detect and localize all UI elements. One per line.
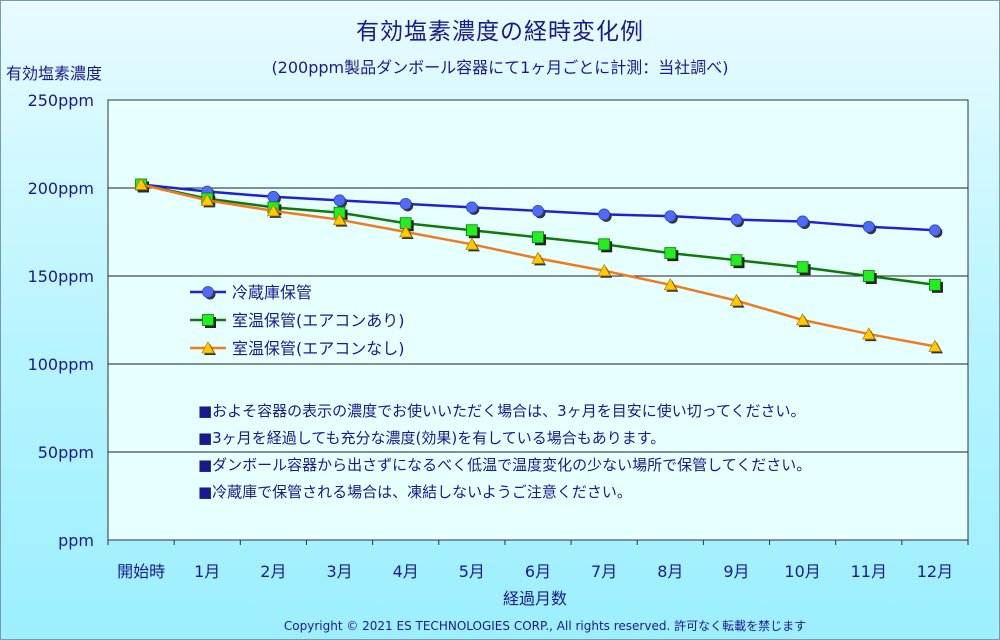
data-point-1	[862, 270, 875, 282]
data-point-0	[465, 201, 478, 214]
data-point-2	[597, 263, 611, 277]
chart-title: 有効塩素濃度の経時変化例	[356, 19, 644, 45]
data-point-2	[399, 225, 413, 238]
x-tick-label: 8月	[657, 562, 683, 581]
data-point-2	[795, 313, 810, 326]
y-tick-label: 250ppm	[28, 91, 94, 110]
x-tick-label: 9月	[723, 562, 749, 581]
data-point-2	[266, 204, 281, 217]
data-point-0	[399, 197, 412, 210]
data-point-0	[664, 210, 677, 223]
data-point-2	[200, 193, 214, 206]
data-point-1	[598, 238, 611, 251]
x-tick-label: 2月	[260, 562, 286, 581]
legend-marker	[202, 286, 214, 298]
y-tick-label: 50ppm	[38, 443, 94, 462]
data-point-0	[598, 208, 611, 221]
data-point-2	[332, 212, 347, 226]
data-point-1	[465, 224, 478, 237]
chart-subtitle: (200ppm製品ダンボール容器にて1ヶ月ごとに計測：当社調べ)	[271, 58, 729, 77]
x-axis-label: 経過月数	[502, 589, 567, 608]
data-point-2	[465, 237, 479, 250]
y-tick-label: 150ppm	[28, 267, 94, 286]
legend-marker	[202, 314, 214, 326]
y-tick-label: ppm	[58, 531, 94, 550]
data-point-1	[796, 261, 809, 274]
data-point-0	[532, 204, 544, 217]
y-tick-label: 200ppm	[28, 179, 94, 198]
note-text: ■およそ容器の表示の濃度でお使いいただく場合は、3ヶ月を目安に使い切ってください…	[198, 402, 806, 420]
data-point-0	[730, 213, 743, 226]
y-tick-label: 100ppm	[28, 355, 94, 374]
x-tick-label: 11月	[851, 562, 887, 581]
x-tick-label: 1月	[194, 562, 220, 581]
x-tick-label: 7月	[591, 562, 617, 581]
data-point-0	[267, 190, 280, 203]
x-tick-label: 開始時	[117, 562, 165, 581]
data-point-2	[928, 339, 942, 352]
legend-label: 室温保管(エアコンあり)	[232, 311, 405, 330]
note-text: ■ダンボール容器から出さずになるべく低温で温度変化の少ない場所で保管してください…	[198, 456, 811, 474]
data-point-0	[929, 224, 941, 237]
x-tick-label: 3月	[326, 562, 352, 581]
data-point-1	[532, 231, 544, 244]
data-point-2	[531, 251, 545, 264]
x-tick-label: 5月	[459, 562, 485, 581]
data-point-0	[862, 220, 875, 233]
x-tick-label: 4月	[393, 562, 419, 581]
note-text: ■冷蔵庫で保管される場合は、凍結しないようご注意ください。	[198, 483, 632, 501]
data-point-0	[333, 194, 346, 207]
legend-label: 室温保管(エアコンなし)	[232, 339, 405, 358]
x-tick-label: 10月	[784, 562, 820, 581]
data-point-1	[664, 247, 677, 260]
data-point-2	[729, 293, 744, 307]
data-point-1	[929, 278, 941, 291]
data-point-2	[862, 327, 876, 340]
legend-label: 冷蔵庫保管	[232, 283, 312, 302]
data-point-2	[134, 177, 148, 190]
y-axis-label: 有効塩素濃度	[6, 64, 103, 83]
data-point-2	[663, 277, 677, 291]
x-tick-label: 6月	[525, 562, 551, 581]
legend-marker	[201, 341, 215, 354]
note-text: ■3ヶ月を経過しても充分な濃度(効果)を有している場合もあります。	[198, 429, 665, 447]
data-point-1	[730, 254, 743, 267]
data-point-0	[796, 215, 809, 228]
plot-area	[107, 99, 969, 541]
x-tick-label: 12月	[917, 562, 953, 581]
copyright-text: Copyright © 2021 ES TECHNOLOGIES CORP., …	[283, 619, 807, 633]
